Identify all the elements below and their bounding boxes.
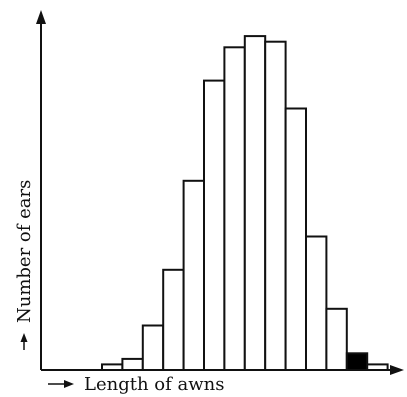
- bar-4: [162, 268, 185, 371]
- bar-6: [203, 79, 226, 371]
- y-label-arrowhead: [20, 333, 28, 342]
- x-axis-label: Length of awns: [84, 374, 224, 395]
- y-label-group: Number of ears: [14, 180, 35, 350]
- bar-3: [141, 324, 165, 371]
- bar-9: [264, 40, 287, 371]
- bar-2: [121, 357, 144, 371]
- bar-10: [284, 107, 308, 371]
- bar-13: [345, 352, 369, 371]
- x-axis-arrowhead: [390, 365, 404, 375]
- bar-8: [243, 35, 267, 371]
- bars-group: [101, 35, 389, 372]
- y-axis-label: Number of ears: [14, 180, 35, 323]
- y-axis-arrowhead: [36, 10, 46, 24]
- x-label-group: Length of awns: [48, 374, 224, 395]
- bar-12: [325, 307, 348, 371]
- bar-7: [223, 46, 246, 372]
- bar-5: [182, 179, 206, 371]
- bar-11: [305, 235, 328, 371]
- x-label-arrowhead: [64, 380, 74, 388]
